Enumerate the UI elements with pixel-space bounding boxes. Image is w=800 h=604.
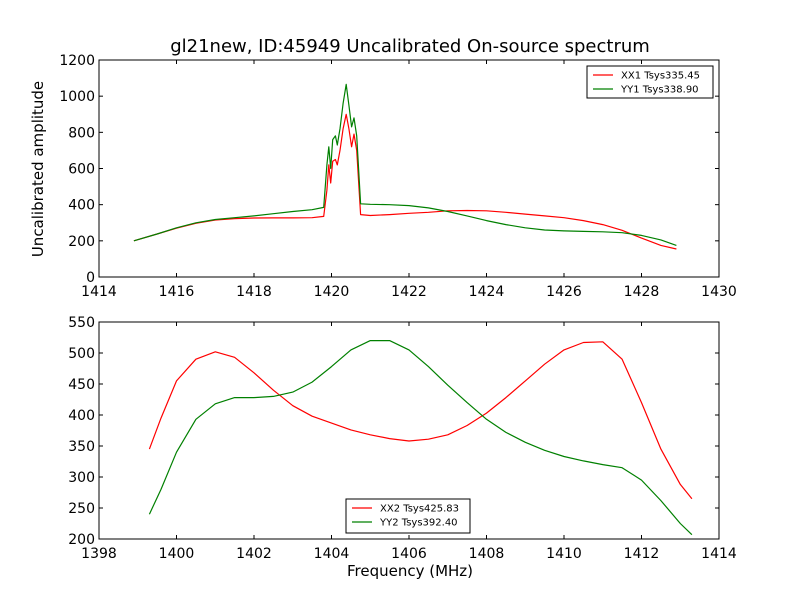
legend-entry: XX2 Tsys425.83 <box>380 504 459 515</box>
x-tick-label: 1426 <box>546 284 582 300</box>
x-tick-label: 1404 <box>314 546 350 562</box>
y-tick-label: 400 <box>68 408 95 424</box>
legend-entry: YY1 Tsys338.90 <box>620 85 699 96</box>
bottom-x-axis-label: Frequency (MHz) <box>347 562 473 580</box>
x-tick-label: 1416 <box>159 284 195 300</box>
legend-entry: XX1 Tsys335.45 <box>621 71 700 82</box>
legend: XX2 Tsys425.83 YY2 Tsys392.40 <box>345 498 471 534</box>
y-tick-label: 450 <box>68 377 95 393</box>
y-tick-label: 300 <box>68 470 95 486</box>
y-tick-label: 0 <box>86 270 95 286</box>
x-tick-label: 1418 <box>236 284 272 300</box>
chart-title: gl21new, ID:45949 Uncalibrated On-source… <box>170 36 650 57</box>
x-tick-label: 1412 <box>624 546 660 562</box>
y-tick-label: 400 <box>68 198 95 214</box>
x-tick-label: 1422 <box>391 284 427 300</box>
x-tick-label: 1428 <box>624 284 660 300</box>
y-tick-label: 200 <box>68 234 95 250</box>
series-line-1 <box>148 341 693 500</box>
x-tick-label: 1430 <box>701 284 737 300</box>
y-tick-label: 200 <box>68 532 95 548</box>
y-tick-label: 1200 <box>59 53 95 69</box>
top-y-axis-label: Uncalibrated amplitude <box>29 81 47 257</box>
y-tick-label: 250 <box>68 501 95 517</box>
y-tick-label: 550 <box>68 315 95 331</box>
top-spectrum-panel: 1414 1416 1418 1420 1422 1424 1426 1428 1430 0 200… <box>59 53 736 300</box>
x-tick-label: 1414 <box>81 284 117 300</box>
y-tick-label: 1000 <box>59 89 95 105</box>
x-tick-label: 1414 <box>701 546 737 562</box>
x-tick-label: 1408 <box>469 546 505 562</box>
series-line-1 <box>133 113 677 250</box>
legend-entry: YY2 Tsys392.40 <box>379 518 458 529</box>
y-tick-label: 800 <box>68 125 95 141</box>
x-tick-label: 1424 <box>469 284 505 300</box>
y-tick-label: 350 <box>68 439 95 455</box>
series-line-2 <box>148 340 693 536</box>
legend: XX1 Tsys335.45 YY1 Tsys338.90 <box>586 65 714 99</box>
x-tick-label: 1402 <box>236 546 272 562</box>
legend-box <box>586 65 714 99</box>
y-tick-label: 500 <box>68 346 95 362</box>
x-tick-label: 1398 <box>81 546 117 562</box>
x-tick-label: 1420 <box>314 284 350 300</box>
bottom-spectrum-panel: 1398 1400 1402 1404 1406 1408 1410 1412 1414 200 2… <box>68 315 737 562</box>
series-line-2 <box>133 83 677 246</box>
y-tick-label: 600 <box>68 162 95 178</box>
x-tick-label: 1410 <box>546 546 582 562</box>
x-tick-label: 1406 <box>391 546 427 562</box>
legend-box <box>345 498 471 534</box>
x-tick-label: 1400 <box>159 546 195 562</box>
